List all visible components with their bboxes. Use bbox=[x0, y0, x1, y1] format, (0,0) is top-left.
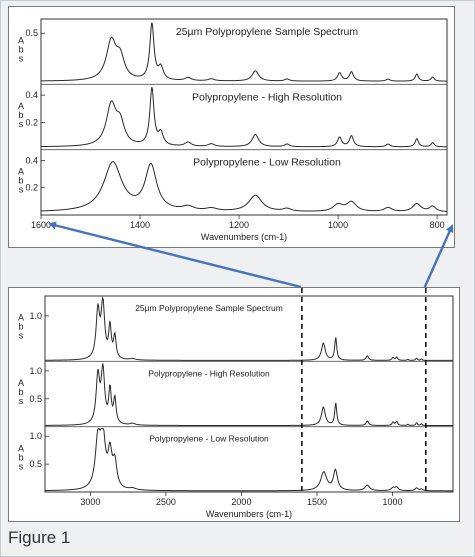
x-tick-label: 1000 bbox=[328, 220, 348, 230]
y-tick-label: 0.5 bbox=[29, 394, 42, 404]
y-tick-label: 0.4 bbox=[25, 155, 38, 165]
y-tick-label: 1.0 bbox=[29, 431, 42, 441]
y-axis-label-letter: s bbox=[19, 184, 24, 194]
y-axis-label-letter: b bbox=[18, 110, 23, 120]
x-tick-label: 800 bbox=[430, 220, 445, 230]
plot-frame bbox=[40, 18, 448, 216]
y-axis-label-letter: A bbox=[18, 378, 24, 388]
x-tick-label: 3000 bbox=[80, 497, 100, 507]
y-axis-label-letter: A bbox=[18, 36, 24, 46]
x-tick-label: 1500 bbox=[307, 497, 327, 507]
subplot-title: Polypropylene - High Resolution bbox=[148, 368, 270, 378]
x-tick-label: 1200 bbox=[229, 220, 249, 230]
y-tick-label: 0.5 bbox=[29, 459, 42, 469]
spectrum-trace bbox=[45, 296, 454, 361]
y-axis-label-letter: s bbox=[19, 54, 24, 64]
y-axis-label-letter: A bbox=[18, 313, 24, 323]
y-tick-label: 0.4 bbox=[25, 90, 38, 100]
subplot-title: 25µm Polypropylene Sample Spectrum bbox=[176, 26, 359, 38]
y-axis-label-letter: A bbox=[18, 443, 24, 453]
x-tick-label: 1600 bbox=[31, 220, 51, 230]
y-axis-label-letter: b bbox=[18, 452, 23, 462]
x-tick-label: 1400 bbox=[130, 220, 150, 230]
subplot-title: Polypropylene - Low Resolution bbox=[193, 157, 341, 169]
y-axis-label-letter: s bbox=[19, 396, 24, 406]
y-axis-label-letter: A bbox=[18, 101, 24, 111]
y-axis-label-letter: A bbox=[18, 166, 24, 176]
spectrum-trace bbox=[40, 161, 448, 212]
y-axis-label-letter: b bbox=[18, 175, 23, 185]
spectrum-trace bbox=[40, 22, 448, 82]
spectrum-trace bbox=[44, 428, 453, 492]
y-tick-label: 1.0 bbox=[29, 311, 42, 321]
x-tick-label: 2500 bbox=[156, 497, 176, 507]
y-axis-label-letter: s bbox=[19, 331, 24, 341]
y-axis-label-letter: b bbox=[18, 387, 23, 397]
spectrum-trace bbox=[41, 87, 448, 148]
x-axis-label: Wavenumbers (cm-1) bbox=[206, 509, 292, 519]
y-tick-label: 0.2 bbox=[25, 183, 38, 193]
subplot-title: Polypropylene - High Resolution bbox=[192, 91, 342, 103]
figure-caption: Figure 1 bbox=[8, 528, 71, 547]
y-tick-label: 1.0 bbox=[29, 366, 42, 376]
x-axis-label: Wavenumbers (cm-1) bbox=[201, 232, 287, 242]
subplot-title: 25µm Polypropylene Sample Spectrum bbox=[135, 303, 283, 313]
plot-frame bbox=[44, 295, 454, 493]
y-axis-label-letter: s bbox=[19, 119, 24, 129]
subplot-title: Polypropylene - Low Resolution bbox=[149, 434, 269, 444]
y-axis-label-letter: b bbox=[18, 322, 23, 332]
spectrum-trace bbox=[45, 363, 453, 427]
y-axis-label-letter: s bbox=[19, 461, 24, 471]
y-axis-label-letter: b bbox=[18, 45, 23, 55]
y-tick-label: 0.5 bbox=[25, 28, 38, 38]
x-tick-label: 2000 bbox=[231, 497, 251, 507]
y-tick-label: 0.2 bbox=[25, 117, 38, 127]
x-tick-label: 1000 bbox=[383, 497, 403, 507]
